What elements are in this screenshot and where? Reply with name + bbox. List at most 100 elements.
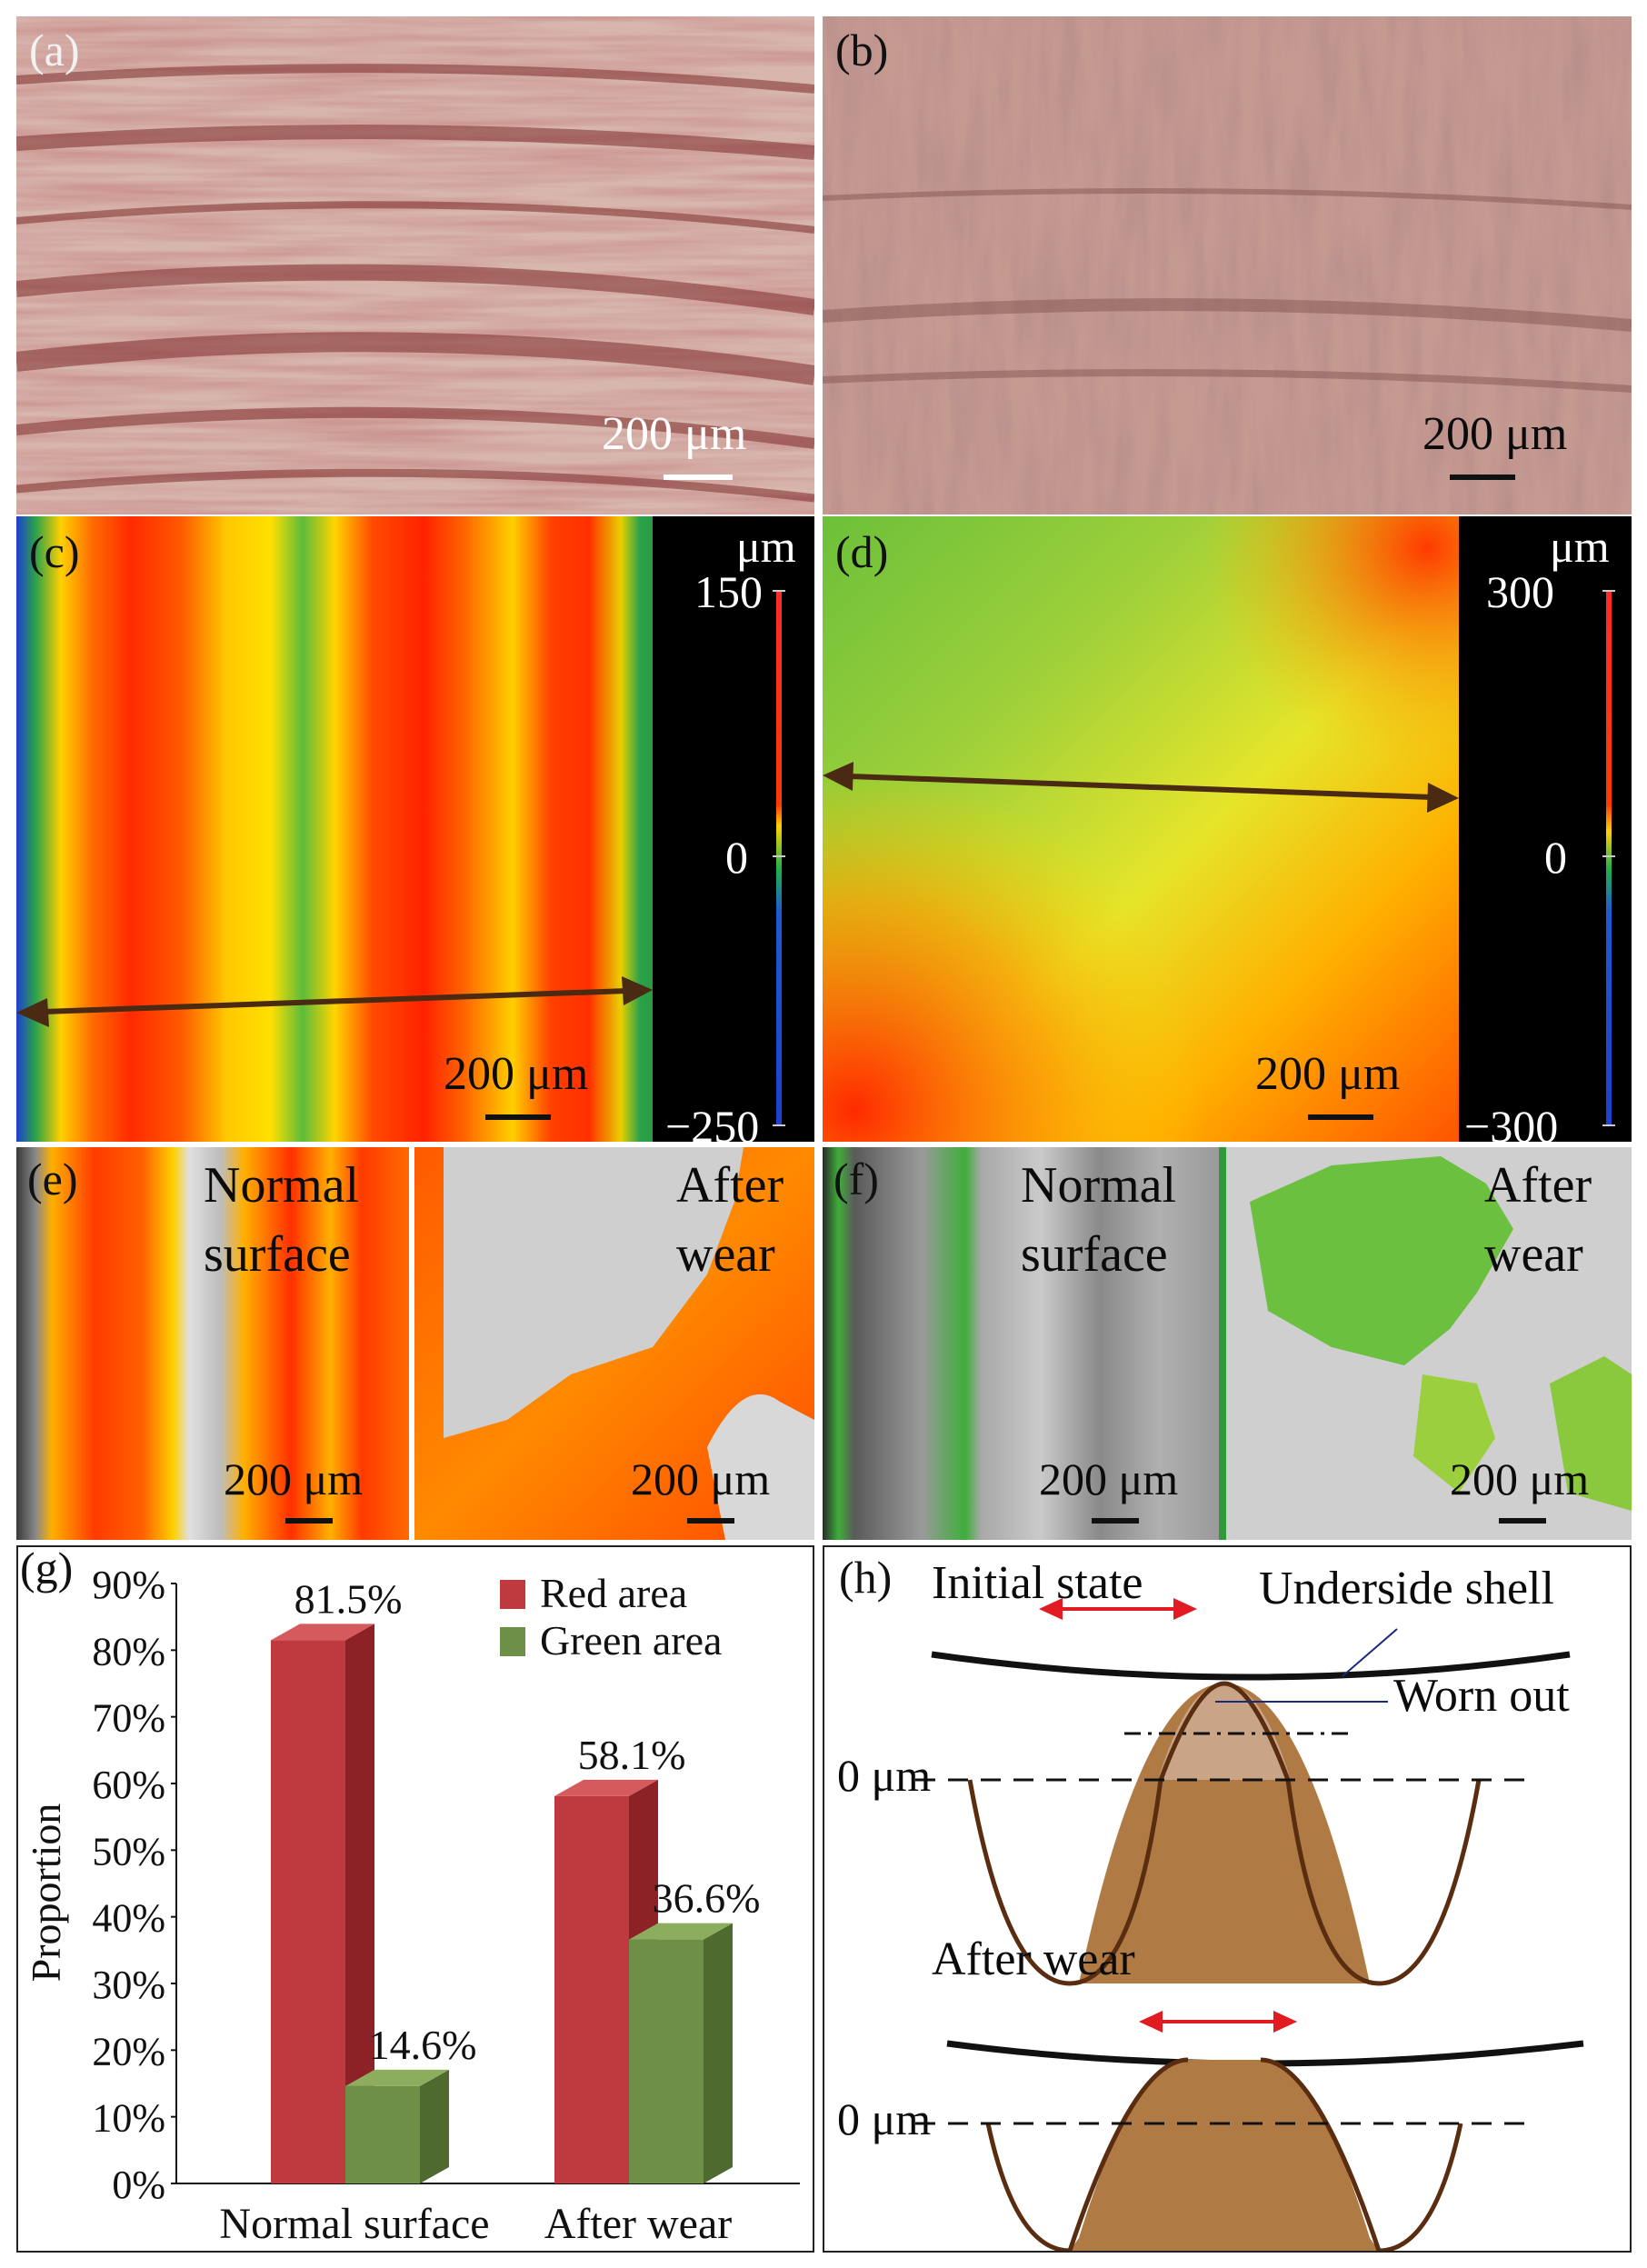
- y-tick-label: 20%: [92, 2029, 165, 2073]
- panel-c: (c) μm 150 0 −250 200 μm: [16, 516, 814, 1142]
- legend-swatch: [500, 1580, 525, 1609]
- f-right-title-1: After: [1484, 1157, 1592, 1214]
- bar-top: [554, 1779, 658, 1796]
- f-scale-text-left: 200 μm: [1039, 1454, 1179, 1504]
- y-tick-label: 40%: [92, 1896, 165, 1941]
- panel-label-c: (c): [29, 526, 80, 577]
- f-right-title-2: wear: [1484, 1226, 1583, 1283]
- colorbar-zero-d: 0: [1544, 832, 1567, 883]
- data-label: 14.6%: [369, 2022, 477, 2068]
- asperity-side-2: [1067, 2057, 1382, 2251]
- panel-h: (h) Initial state Underside shell Worn o…: [823, 1545, 1632, 2253]
- zero-label-2: 0 μm: [837, 2093, 932, 2144]
- panel-a: (a) 200 μm: [16, 16, 814, 515]
- micrograph-b: [823, 16, 1632, 515]
- underside-shell-curve-1: [931, 1651, 1571, 1681]
- micrograph-a: [16, 16, 814, 515]
- legend-label: Red area: [540, 1570, 687, 1616]
- bar-top: [271, 1624, 374, 1641]
- panel-label-a: (a): [29, 25, 80, 75]
- wear-schematic-h: [915, 1598, 1584, 2251]
- asperity-fill-2: [1070, 2060, 1379, 2251]
- y-tick-label: 80%: [92, 1629, 165, 1674]
- bar-red: [271, 1640, 345, 2183]
- e-right-title-2: wear: [676, 1226, 775, 1283]
- y-tick-label: 60%: [92, 1763, 165, 1807]
- height-map-d: [823, 516, 1632, 1142]
- bar-chart-g: 0% 10% 20% 30% 40% 50% 60% 70% 80% 90% Proportion 8…: [23, 1563, 800, 2248]
- scale-bar-c: [485, 1114, 551, 1120]
- after-wear-label: After wear: [932, 1933, 1135, 1985]
- e-scale-bar-left: [285, 1518, 333, 1524]
- panel-e: (e) Normal surface After wear 200 μm 200…: [16, 1147, 814, 1540]
- e-left-title-1: Normal: [204, 1157, 360, 1214]
- bar-red: [554, 1795, 629, 2183]
- y-tick-label: 50%: [92, 1829, 165, 1873]
- f-scale-bar-left: [1092, 1518, 1139, 1524]
- scale-text-c: 200 μm: [444, 1048, 589, 1100]
- e-scale-bar-right: [687, 1518, 734, 1524]
- asperity-outline-1: [967, 1681, 1482, 1986]
- bar-side: [704, 1923, 733, 2183]
- e-right-title-1: After: [676, 1157, 784, 1214]
- panel-g: 0% 10% 20% 30% 40% 50% 60% 70% 80% 90% Proportion 8…: [16, 1545, 814, 2253]
- initial-state-label: Initial state: [932, 1557, 1143, 1609]
- underside-shell-label: Underside shell: [1259, 1563, 1554, 1614]
- shell-leader: [1342, 1628, 1398, 1677]
- scale-text-a: 200 μm: [602, 408, 747, 460]
- bar-green: [629, 1939, 704, 2183]
- scale-text-d: 200 μm: [1255, 1048, 1401, 1100]
- colorbar-unit-c: μm: [736, 521, 796, 572]
- asperity-worn-cap: [1158, 1684, 1291, 1780]
- e-left-title-2: surface: [204, 1226, 351, 1283]
- bar-top: [629, 1923, 733, 1940]
- colorbar-min-c: −250: [665, 1101, 760, 1142]
- bar-side: [345, 1624, 374, 2183]
- segmentation-e: [16, 1147, 814, 1540]
- y-tick-label: 90%: [92, 1563, 165, 1607]
- data-label: 81.5%: [294, 1575, 403, 1622]
- bar-green: [345, 2085, 420, 2183]
- data-label: 58.1%: [578, 1732, 686, 1778]
- x-category-label: After wear: [544, 2200, 733, 2248]
- colorbar-unit-d: μm: [1550, 521, 1610, 572]
- panel-label-f: (f): [833, 1154, 879, 1204]
- legend-swatch: [500, 1627, 525, 1656]
- panel-label-d: (d): [835, 526, 889, 577]
- scale-bar-b: [1450, 475, 1515, 480]
- y-axis-label: Proportion: [23, 1803, 69, 1983]
- panel-label-b: (b): [835, 25, 889, 75]
- y-tick-label: 70%: [92, 1696, 165, 1741]
- f-left-title-1: Normal: [1021, 1157, 1177, 1214]
- asperity-fill-1: [1079, 1684, 1370, 1983]
- scale-bar-d: [1308, 1114, 1373, 1120]
- panel-label-h: (h): [839, 1552, 893, 1603]
- panel-b: (b) 200 μm: [823, 16, 1632, 515]
- e-scale-text-left: 200 μm: [224, 1454, 364, 1504]
- colorbar-max-d: 300: [1486, 566, 1554, 617]
- worn-out-label: Worn out: [1393, 1670, 1570, 1722]
- panel-f: (f) Normal surface After wear 200 μm 200…: [823, 1147, 1632, 1540]
- bar-top: [345, 2069, 449, 2086]
- scale-text-b: 200 μm: [1422, 408, 1568, 460]
- y-tick-label: 0%: [112, 2163, 165, 2207]
- colorbar-max-c: 150: [694, 566, 763, 617]
- scale-bar-a: [664, 475, 733, 480]
- x-category-label: Normal surface: [219, 2200, 489, 2248]
- y-tick-label: 30%: [92, 1963, 165, 2007]
- panel-label-e: (e): [27, 1154, 78, 1204]
- segmentation-f: [823, 1147, 1632, 1540]
- e-scale-text-right: 200 μm: [631, 1454, 771, 1504]
- colorbar-min-d: −300: [1464, 1101, 1559, 1142]
- colorbar-zero-c: 0: [725, 832, 748, 883]
- f-scale-bar-right: [1499, 1518, 1546, 1524]
- y-tick-label: 10%: [92, 2096, 165, 2141]
- zero-label-1: 0 μm: [837, 1750, 932, 1801]
- f-left-title-2: surface: [1021, 1226, 1168, 1283]
- f-scale-text-right: 200 μm: [1450, 1454, 1590, 1504]
- bar-side: [420, 2069, 449, 2183]
- data-label: 36.6%: [653, 1875, 761, 1922]
- legend-label: Green area: [540, 1617, 722, 1664]
- panel-label-g: (g): [20, 1545, 74, 1594]
- asperity-outline-2: [985, 2123, 1463, 2251]
